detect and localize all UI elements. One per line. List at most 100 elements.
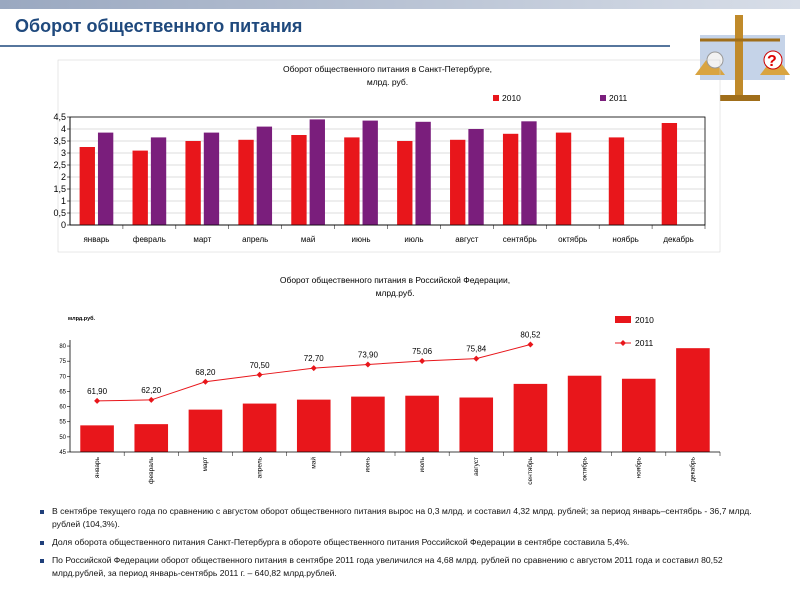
bar: [502, 133, 519, 225]
bar: [203, 132, 220, 225]
bar: [555, 132, 572, 225]
bar: [97, 132, 114, 225]
bar: [608, 137, 625, 225]
y-axis-title: млрд.руб.: [68, 315, 96, 322]
x-tick-label: май: [301, 235, 315, 244]
scales-icon: ?: [695, 15, 790, 101]
bar: [415, 121, 431, 225]
x-tick-label: апрель: [242, 235, 268, 244]
x-tick-label: март: [193, 235, 211, 244]
bar: [296, 399, 331, 452]
y-tick-label: 1: [61, 196, 66, 206]
bar: [309, 119, 325, 225]
bar: [185, 141, 201, 225]
bar: [80, 425, 114, 452]
x-tick-label: декабрь: [663, 235, 693, 244]
x-tick-label: август: [473, 457, 480, 476]
x-tick-label: октябрь: [558, 235, 587, 244]
bar: [676, 348, 710, 452]
legend-swatch: [620, 340, 626, 346]
y-tick-label: 4: [61, 124, 66, 134]
x-tick-label: декабрь: [689, 456, 697, 481]
legend-label: 2011: [609, 93, 628, 103]
y-tick-label: 50: [59, 435, 66, 441]
bar: [567, 375, 602, 452]
legend-label: 2011: [635, 338, 654, 348]
bar: [351, 396, 385, 452]
x-tick-label: март: [202, 457, 209, 472]
bar: [521, 121, 537, 225]
data-label: 70,50: [250, 361, 271, 370]
y-tick-label: 3: [61, 148, 66, 158]
y-tick-label: 1,5: [53, 184, 66, 194]
x-tick-label: июнь: [352, 235, 371, 244]
y-tick-label: 0: [61, 220, 66, 230]
x-tick-label: ноябрь: [634, 456, 642, 478]
x-tick-label: май: [309, 457, 317, 469]
y-tick-label: 2: [61, 172, 66, 182]
x-tick-label: февраль: [148, 456, 155, 483]
bar: [242, 403, 277, 452]
y-tick-label: 60: [59, 405, 66, 411]
x-tick-label: апрель: [256, 456, 263, 478]
bar: [79, 147, 95, 225]
chart-frame: [57, 59, 721, 253]
x-tick-label: июль: [404, 235, 423, 244]
bar: [513, 383, 548, 452]
bar: [661, 123, 678, 225]
y-tick-label: 45: [59, 450, 66, 456]
x-tick-label: июль: [419, 456, 426, 472]
data-label: 75,06: [412, 347, 433, 356]
x-tick-label: январь: [83, 235, 109, 244]
slide-graphics: Оборот общественного питания ? Оборот об…: [0, 0, 800, 485]
bar: [132, 150, 148, 225]
note: Доля оборота общественного питания Санкт…: [52, 537, 630, 547]
x-tick-label: июнь: [365, 456, 372, 472]
bullet: [40, 510, 44, 514]
y-tick-label: 65: [59, 389, 66, 395]
bullet: [40, 559, 44, 563]
bullet: [40, 541, 44, 545]
x-tick-label: август: [455, 235, 479, 244]
x-tick-label: январь: [94, 456, 101, 478]
y-tick-label: 75: [59, 359, 66, 365]
y-tick-label: 70: [59, 374, 66, 380]
data-label: 62,20: [141, 386, 162, 395]
x-tick-label: сентябрь: [526, 456, 534, 484]
data-label: 73,90: [358, 351, 379, 360]
chart-title: млрд. руб.: [367, 77, 408, 87]
y-tick-label: 0,5: [53, 208, 66, 218]
legend-swatch: [493, 95, 499, 101]
bar: [256, 126, 273, 225]
line: [97, 343, 531, 402]
bar: [362, 120, 378, 225]
bar: [459, 397, 494, 452]
legend-swatch: [600, 95, 606, 101]
x-tick-label: ноябрь: [612, 235, 638, 244]
bar: [238, 139, 254, 225]
x-tick-label: сентябрь: [503, 235, 537, 244]
data-label: 61,90: [87, 387, 108, 396]
x-tick-label: февраль: [133, 235, 166, 244]
y-tick-label: 55: [59, 420, 66, 426]
data-label: 72,70: [304, 354, 325, 363]
legend-swatch: [615, 316, 631, 323]
bar: [134, 424, 169, 452]
bar: [397, 141, 413, 225]
y-tick-label: 80: [59, 344, 66, 350]
data-label: 75,84: [466, 345, 487, 354]
chart-title: млрд.руб.: [376, 288, 415, 298]
bar: [188, 409, 223, 452]
note: В сентябре текущего года по сравнению с …: [52, 506, 752, 529]
header-stripe: [0, 0, 800, 9]
bar: [405, 395, 439, 452]
note: По Российской Федерации оборот обществен…: [52, 555, 723, 578]
bar: [468, 129, 484, 225]
legend-label: 2010: [635, 315, 654, 325]
chart-title: Оборот общественного питания в Санкт-Пет…: [283, 64, 492, 74]
data-label: 80,52: [520, 330, 541, 339]
bar: [150, 137, 167, 225]
y-tick-label: 4,5: [53, 112, 66, 122]
svg-text:?: ?: [767, 53, 777, 70]
